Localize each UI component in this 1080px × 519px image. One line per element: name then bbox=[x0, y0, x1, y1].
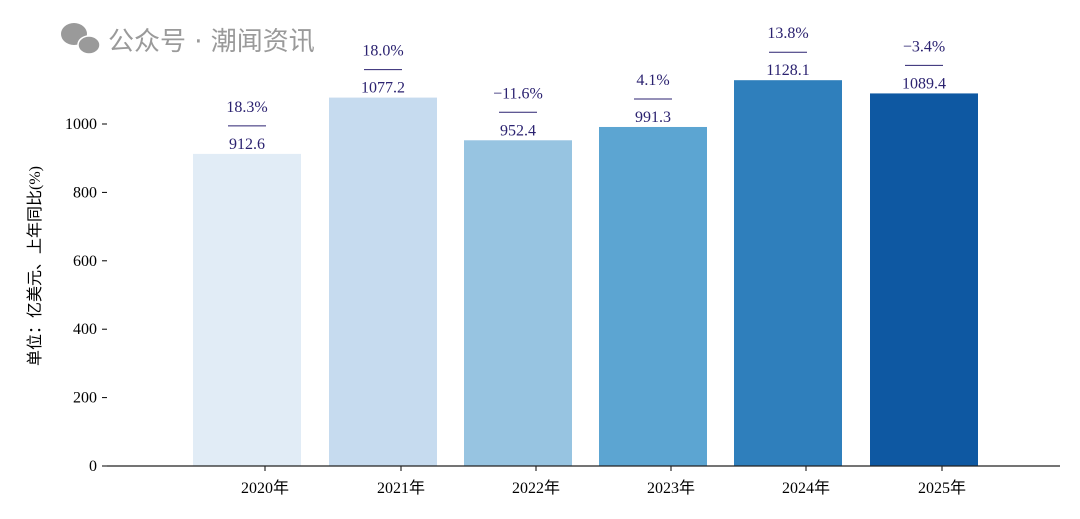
value-label: 1077.2 bbox=[361, 80, 405, 97]
value-label: 991.3 bbox=[635, 109, 671, 126]
value-label: 912.6 bbox=[229, 136, 265, 153]
value-label: 952.4 bbox=[500, 122, 536, 139]
growth-label: 4.1% bbox=[636, 72, 669, 89]
wechat-icon bbox=[61, 23, 101, 55]
y-tick-label: 0 bbox=[89, 458, 97, 475]
watermark-text: 公众号 · 潮闻资讯 bbox=[108, 27, 315, 57]
value-label: 1089.4 bbox=[902, 75, 946, 92]
bar-2020年 bbox=[193, 153, 301, 466]
y-tick-label: 200 bbox=[73, 390, 97, 407]
x-tick-label: 2021年 bbox=[377, 479, 425, 497]
bar-2023年 bbox=[599, 126, 707, 466]
growth-label: −3.4% bbox=[903, 38, 945, 55]
x-tick-label: 2025年 bbox=[918, 479, 966, 497]
x-tick-label: 2022年 bbox=[512, 479, 560, 497]
bar-2025年 bbox=[870, 93, 978, 466]
y-tick-label: 600 bbox=[73, 253, 97, 270]
growth-label: 18.3% bbox=[226, 99, 267, 116]
y-tick-label: 400 bbox=[73, 321, 97, 338]
growth-label: 13.8% bbox=[767, 25, 808, 42]
x-tick-label: 2020年 bbox=[241, 479, 289, 497]
bar-2021年 bbox=[329, 97, 437, 467]
x-tick-label: 2024年 bbox=[782, 479, 830, 497]
y-tick-label: 1000 bbox=[65, 116, 97, 133]
value-label: 1128.1 bbox=[766, 62, 809, 79]
x-tick-label: 2023年 bbox=[647, 479, 695, 497]
growth-label: −11.6% bbox=[493, 85, 543, 102]
watermark: 公众号 · 潮闻资讯 bbox=[61, 23, 315, 57]
y-tick-label: 800 bbox=[73, 184, 97, 201]
bar-2022年 bbox=[464, 140, 572, 466]
growth-label: 18.0% bbox=[362, 43, 403, 60]
y-axis-label: 单位：亿美元、上年同比(%) bbox=[26, 166, 44, 366]
bar-2024年 bbox=[734, 80, 842, 467]
